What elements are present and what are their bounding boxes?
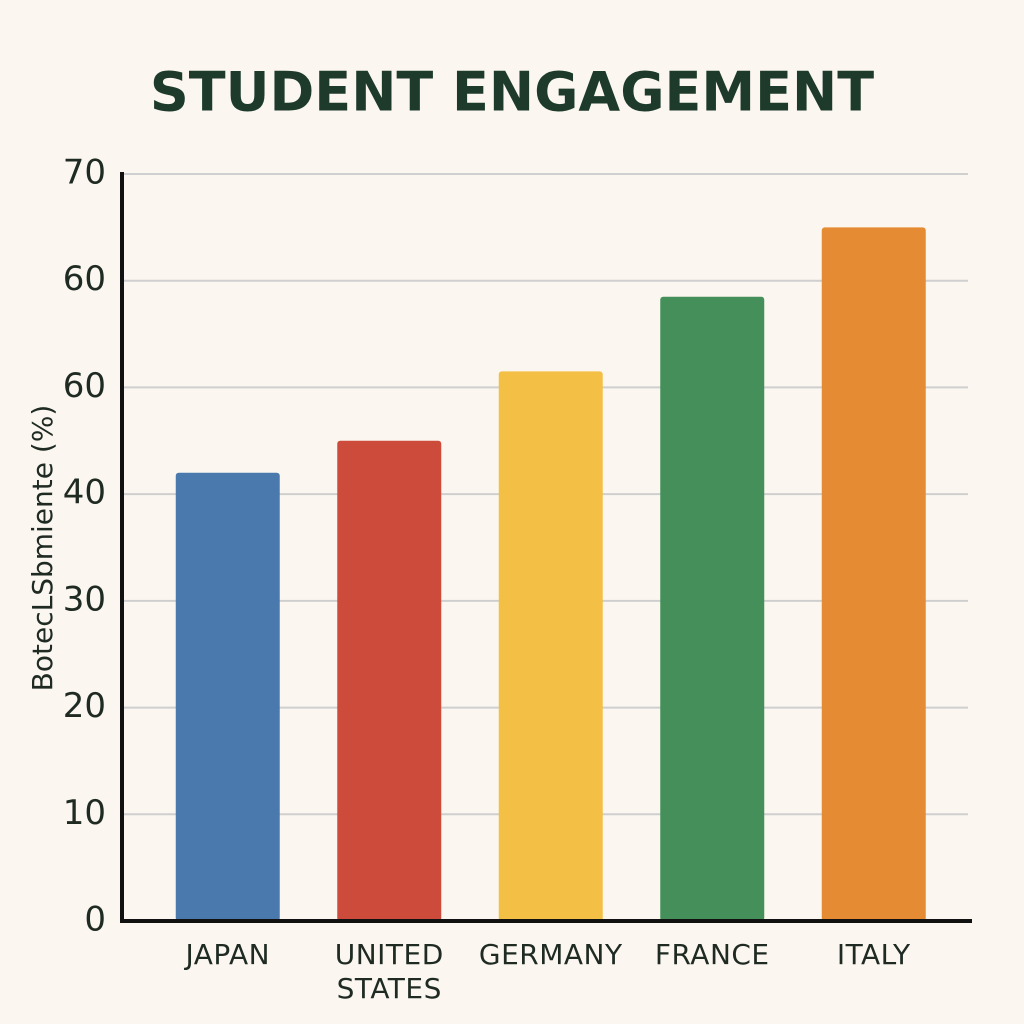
bar [660,296,765,921]
bar [175,472,280,921]
y-tick-label: 30 [63,579,106,619]
x-tick-label: ITALY [836,938,911,971]
chart-title: STUDENT ENGAGEMENT [150,61,874,124]
y-tick-label: 20 [63,686,106,726]
x-tick-label: FRANCE [654,938,770,971]
y-axis-label: BotecLSbmiente (%) [26,405,59,692]
y-tick-label: 10 [63,793,106,833]
bar [821,227,926,921]
x-tick-label: JAPAN [185,938,271,971]
y-tick-label: 60 [63,366,106,406]
y-tick-label: 40 [63,473,106,513]
bar [498,371,603,922]
x-tick-label: UNITED STATES [334,938,444,1005]
y-tick-label: 60 [63,259,106,299]
bar [337,440,442,921]
y-tick-label: 70 [63,153,106,193]
x-tick-label: GERMANY [478,938,623,971]
y-tick-label: 0 [84,900,106,940]
